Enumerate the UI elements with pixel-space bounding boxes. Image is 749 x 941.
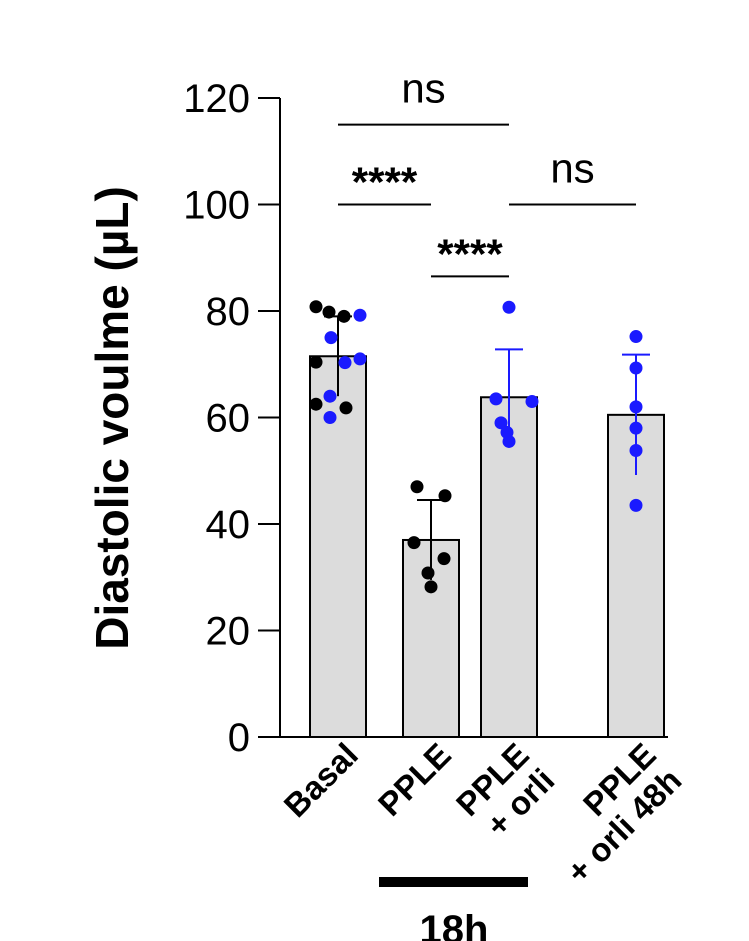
- data-point: [309, 355, 323, 369]
- data-point: [323, 411, 337, 424]
- data-point: [424, 580, 438, 594]
- data-point: [353, 308, 367, 322]
- data-point: [502, 300, 516, 314]
- y-tick-label: 100: [183, 184, 250, 228]
- data-point: [339, 401, 353, 415]
- data-point: [410, 480, 424, 494]
- category-label: PPLE+ orli 48h: [534, 736, 689, 891]
- data-point: [629, 400, 643, 414]
- data-point: [629, 361, 643, 375]
- data-point: [421, 566, 435, 580]
- data-point: [494, 416, 508, 430]
- significance-label: ****: [437, 230, 503, 277]
- y-axis-title-group: Diastolic voulme (µL): [86, 186, 138, 650]
- group-annotation: 18h: [379, 877, 528, 941]
- data-point: [338, 356, 352, 370]
- data-point: [309, 397, 323, 411]
- category-label: Basal: [277, 736, 365, 824]
- category-label: PPLE: [371, 736, 458, 823]
- data-point: [407, 536, 421, 550]
- data-point: [337, 309, 351, 323]
- bar: [480, 396, 538, 738]
- data-point: [309, 300, 323, 314]
- group-bar: [379, 877, 528, 887]
- data-point: [438, 489, 452, 503]
- data-point: [629, 444, 643, 458]
- category-label-line: Basal: [277, 736, 365, 824]
- data-point: [525, 395, 539, 409]
- y-tick-label: 0: [228, 716, 250, 760]
- significance-annotations: ns **** ns ****: [338, 65, 636, 278]
- data-point: [629, 421, 643, 435]
- y-tick-label: 60: [206, 397, 251, 441]
- bars: [309, 355, 665, 738]
- y-tick-label: 40: [206, 503, 251, 547]
- data-point: [629, 330, 643, 344]
- y-axis: 0 20 40 60 80 100 120: [183, 77, 668, 760]
- data-point: [437, 552, 451, 566]
- y-tick-label: 120: [183, 77, 250, 121]
- data-point: [353, 352, 367, 366]
- category-label: PPLE+ orli: [449, 736, 562, 849]
- bar: [309, 355, 367, 738]
- data-point: [323, 389, 337, 403]
- data-point: [324, 331, 338, 345]
- data-point: [489, 392, 503, 406]
- group-label: 18h: [420, 908, 489, 941]
- significance-label: ns: [401, 65, 445, 112]
- y-axis-title: Diastolic voulme (µL): [86, 186, 138, 650]
- data-points: [309, 300, 643, 594]
- y-tick-label: 80: [206, 290, 251, 334]
- data-point: [629, 498, 643, 512]
- data-point: [502, 434, 516, 448]
- significance-label: ns: [550, 145, 594, 192]
- data-point: [322, 305, 336, 319]
- y-tick-label: 20: [206, 610, 251, 654]
- bar: [607, 413, 665, 738]
- significance-label: ****: [352, 159, 418, 206]
- category-label-line: PPLE: [371, 736, 458, 823]
